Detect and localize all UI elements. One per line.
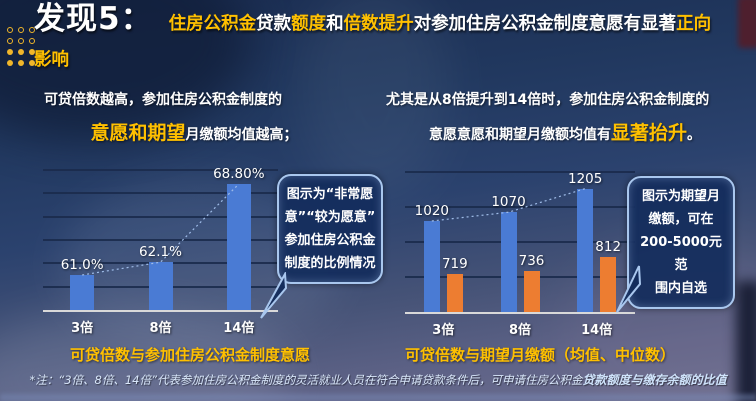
bar (600, 257, 617, 312)
category-label: 3倍 (71, 321, 94, 336)
footnote: *注：“3倍、8倍、14倍”代表参加住房公积金制度的灵活就业人员在符合申请贷款条… (0, 371, 756, 388)
callout-left: 图示为“非常愿 意”“较为愿意” 参加住房公积金 制度的比例情况 (260, 174, 383, 319)
corner-accent (736, 281, 756, 401)
page-title: 发现5： 住房公积金贷款额度和倍数提升对参加住房公积金制度意愿有显著正向 影响 (34, 2, 748, 78)
dot-icon (29, 49, 35, 55)
bar (70, 275, 95, 310)
bar (523, 270, 540, 312)
right-insight-text: 尤其是从8倍提升到14倍时，参加住房公积金制度的 意愿意愿和期望月缴额均值有显著… (386, 84, 744, 152)
dot-icon (7, 38, 13, 44)
title-segment: 正向 (676, 14, 712, 34)
bar (446, 273, 463, 312)
dot-icon (18, 60, 24, 66)
value-label: 68.80% (213, 166, 265, 182)
callout-text-line: 参加住房公积金 (284, 233, 376, 248)
callout-right: 图示为期望月 缴额，可在 200-5000元范 围内自选 (616, 176, 735, 313)
value-label: 719 (441, 255, 468, 272)
plot-area: 1020 1070 1205 719 736 812 (405, 170, 635, 314)
title-segment: 和 (326, 14, 344, 34)
highlight-text: 显著抬升 (610, 122, 687, 144)
dot-icon (7, 49, 13, 55)
dot-icon (29, 60, 35, 66)
callout-tail-icon (616, 265, 642, 313)
title-segment: 倍数提升 (343, 14, 414, 34)
category-label: 8倍 (508, 323, 532, 338)
bar (148, 262, 173, 310)
gridline (405, 276, 635, 278)
gridline (43, 169, 278, 171)
value-label: 736 (518, 252, 545, 269)
callout-text-line: 图示为期望月 (641, 189, 720, 204)
value-label: 1070 (491, 194, 526, 211)
title-segment: 对参加住房公积金制度意愿有显著 (413, 14, 677, 34)
insight-text: 。 (687, 127, 701, 143)
callout-text-line: 200-5000元范 (640, 235, 722, 273)
dot-icon (7, 60, 13, 66)
gridline (405, 241, 635, 243)
highlight-text: 意愿和期望 (90, 122, 186, 144)
dots-decoration-icon (7, 27, 35, 66)
category-label: 8倍 (149, 321, 172, 336)
gridline (405, 171, 635, 173)
dot-icon (7, 27, 13, 33)
dot-icon (18, 49, 24, 55)
value-label: 61.0% (60, 257, 104, 273)
category-label: 14倍 (223, 321, 255, 336)
monthly-payment-bar-chart: 1020 1070 1205 719 736 812 3倍 8倍 14倍 (405, 170, 635, 338)
corner-accent (738, 0, 756, 48)
left-chart-caption: 可贷倍数与参加住房公积金制度意愿 (69, 346, 310, 364)
bar (423, 221, 440, 312)
footnote-bold-text: 贷款额度与缴存余额的比值 (582, 373, 727, 387)
willingness-bar-chart: 61.0% 62.1% 68.80% 3倍 8倍 14倍 (43, 166, 278, 336)
right-chart-caption: 可贷倍数与期望月缴额（均值、中位数） (404, 346, 675, 364)
callout-text-line: 制度的比例情况 (284, 256, 376, 271)
category-label: 14倍 (581, 323, 613, 338)
callout-text-line: 围内自选 (654, 281, 707, 296)
dot-icon (29, 27, 35, 33)
bar (577, 188, 594, 312)
insight-text: 月缴额均值越高； (185, 127, 298, 143)
insight-line: 尤其是从8倍提升到14倍时，参加住房公积金制度的 (386, 92, 710, 108)
insight-line: 意愿和期望月缴额均值越高； (44, 117, 344, 152)
plot-area: 61.0% 62.1% 68.80% (43, 166, 278, 312)
dot-icon (18, 38, 24, 44)
x-axis-labels: 3倍 8倍 14倍 (405, 314, 635, 338)
bottom-accent-band (0, 394, 756, 401)
left-insight-text: 可贷倍数越高，参加住房公积金制度的 意愿和期望月缴额均值越高； (44, 84, 344, 152)
value-label: 1020 (414, 203, 450, 219)
title-segment: 额度 (291, 14, 327, 34)
footnote-text: *注：“3倍、8倍、14倍”代表参加住房公积金制度的灵活就业人员在符合申请贷款条… (29, 373, 583, 387)
value-label: 812 (595, 239, 622, 256)
x-axis-labels: 3倍 8倍 14倍 (43, 312, 278, 336)
title-segment: 影响 (34, 50, 69, 70)
finding-number: 发现5： (34, 1, 153, 37)
category-label: 3倍 (432, 323, 455, 338)
callout-text-line: 缴额，可在 (648, 212, 714, 227)
title-segment: 住房公积金 (168, 14, 257, 34)
bar (226, 184, 251, 310)
dot-icon (18, 27, 24, 33)
callout-text-line: 意”“较为愿意” (284, 210, 376, 225)
bar (500, 212, 517, 312)
dot-icon (29, 38, 35, 44)
callout-tail-icon (260, 272, 288, 319)
callout-text-line: 图示为“非常愿 (286, 187, 374, 202)
title-segment: 贷款 (256, 14, 292, 34)
insight-text: 意愿意愿和期望月缴额均值有 (428, 127, 611, 143)
value-label: 62.1% (139, 244, 182, 261)
insight-line: 意愿意愿和期望月缴额均值有显著抬升。 (386, 117, 744, 152)
value-label: 1205 (567, 170, 603, 187)
insight-line: 可贷倍数越高，参加住房公积金制度的 (44, 92, 282, 108)
